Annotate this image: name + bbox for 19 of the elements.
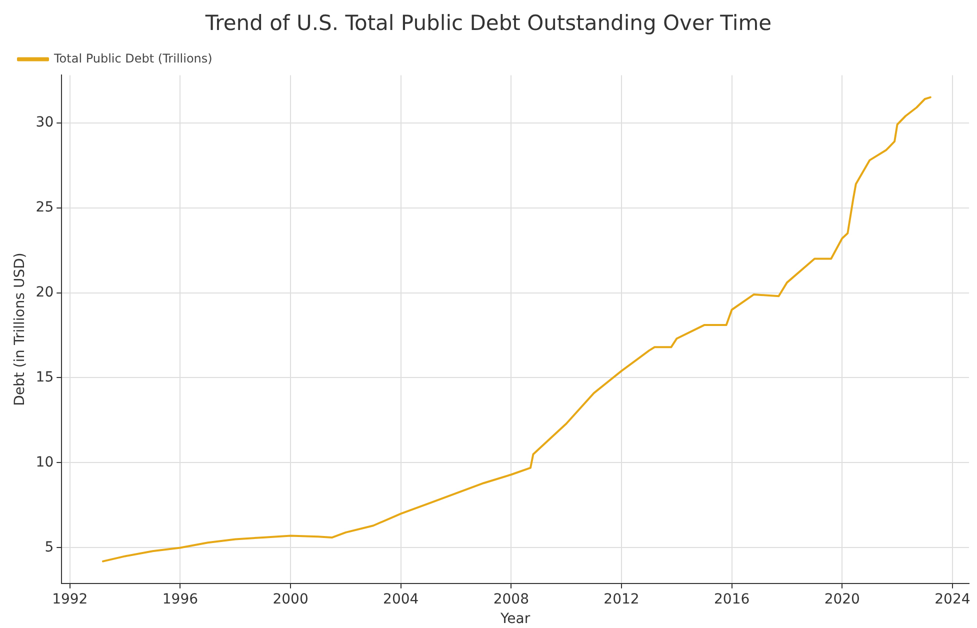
- x-tick-label: 2000: [272, 591, 308, 608]
- x-axis-title: Year: [499, 611, 530, 628]
- x-tick-label: 2016: [714, 591, 750, 608]
- legend-label: Total Public Debt (Trillions): [53, 51, 212, 66]
- x-tick-label: 2004: [383, 591, 419, 608]
- x-tick-label: 2024: [934, 591, 970, 608]
- chart-title: Trend of U.S. Total Public Debt Outstanding Over Time: [204, 11, 772, 36]
- y-tick-label: 20: [36, 284, 54, 300]
- x-tick-label: 2008: [493, 591, 529, 608]
- y-tick-label: 25: [36, 199, 54, 216]
- y-axis-title: Debt (in Trillions USD): [12, 252, 28, 406]
- x-tick-label: 2020: [824, 591, 860, 608]
- y-tick-label: 10: [36, 454, 54, 470]
- y-tick-label: 30: [36, 114, 54, 130]
- y-tick-label: 15: [36, 369, 54, 386]
- y-tick-label: 5: [44, 539, 54, 556]
- x-tick-label: 1996: [162, 591, 198, 608]
- x-tick-label: 1992: [52, 591, 88, 608]
- x-tick-label: 2012: [604, 591, 640, 608]
